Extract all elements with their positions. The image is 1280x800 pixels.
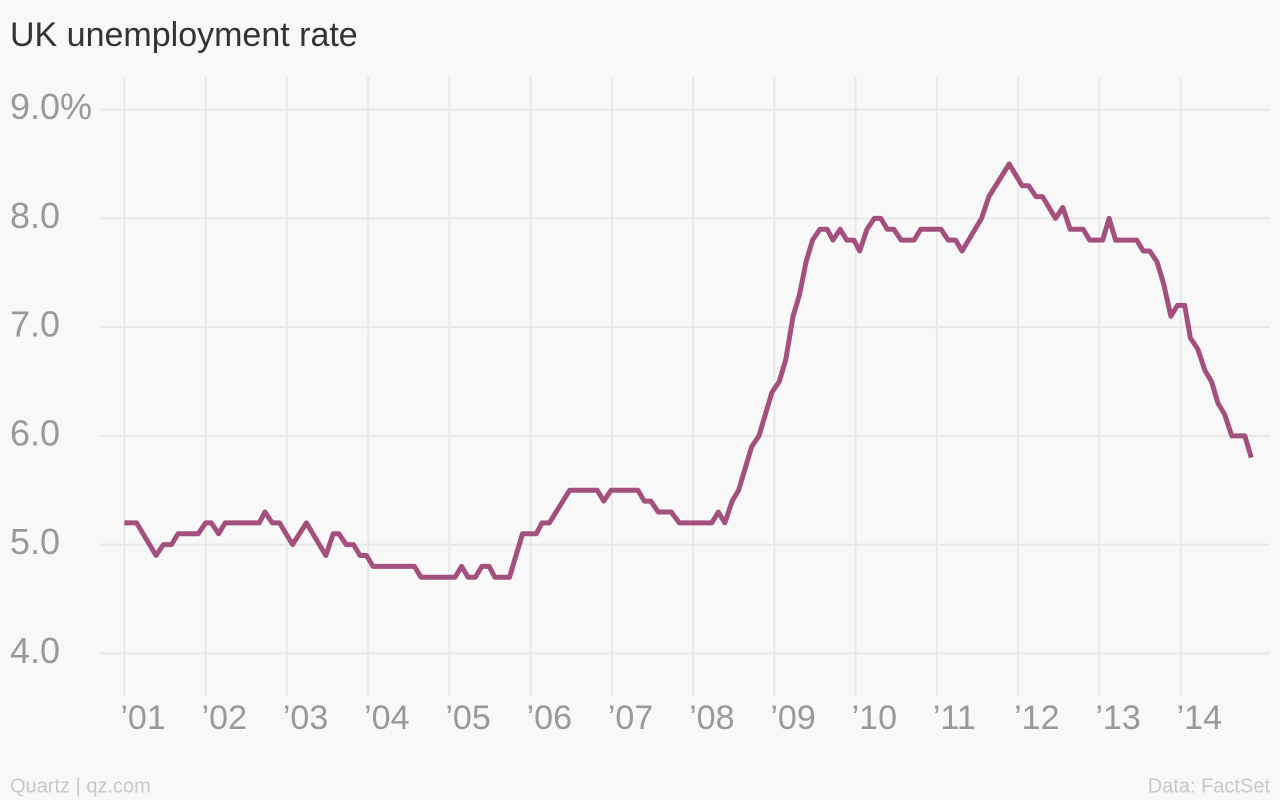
x-tick-label: ’04 xyxy=(364,699,409,737)
y-tick-label: 5.0 xyxy=(10,521,60,562)
y-tick-label: 6.0 xyxy=(10,412,60,453)
data-line xyxy=(124,161,1254,580)
x-tick-label: ’07 xyxy=(608,699,653,737)
x-tick-label: ’13 xyxy=(1095,699,1140,737)
x-tick-label: ’03 xyxy=(283,699,328,737)
x-tick-label: ’02 xyxy=(202,699,247,737)
data-source: Data: FactSet xyxy=(1148,775,1271,797)
x-tick-label: ’08 xyxy=(689,699,734,737)
x-tick-label: ’10 xyxy=(852,699,897,737)
x-tick-label: ’01 xyxy=(120,699,165,737)
y-tick-label: 8.0 xyxy=(10,195,60,236)
source-credit: Quartz | qz.com xyxy=(10,775,151,797)
y-tick-label: 4.0 xyxy=(10,630,60,671)
x-tick-label: ’06 xyxy=(527,699,572,737)
y-tick-label: 7.0 xyxy=(10,304,60,345)
x-tick-label: ’11 xyxy=(933,699,976,737)
chart-title: UK unemployment rate xyxy=(10,16,358,54)
x-tick-label: ’14 xyxy=(1177,699,1222,737)
x-tick-label: ’09 xyxy=(770,699,815,737)
x-tick-label: ’12 xyxy=(1014,699,1059,737)
x-tick-label: ’05 xyxy=(445,699,490,737)
y-tick-label: 9.0% xyxy=(10,86,92,127)
